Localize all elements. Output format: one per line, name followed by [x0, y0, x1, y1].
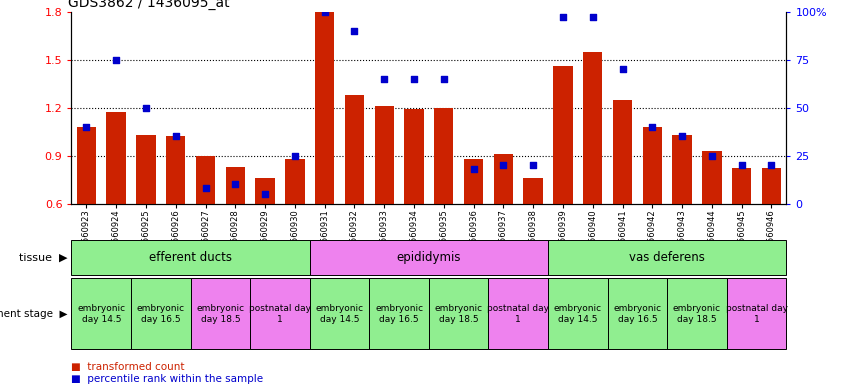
Bar — [673, 135, 692, 204]
Bar — [309, 240, 548, 275]
Bar — [369, 278, 429, 349]
Text: tissue  ▶: tissue ▶ — [19, 252, 67, 262]
Bar — [429, 278, 489, 349]
Point — [735, 162, 748, 168]
Bar — [196, 156, 215, 204]
Bar — [285, 159, 304, 204]
Bar — [667, 278, 727, 349]
Bar — [489, 278, 548, 349]
Point — [169, 133, 182, 139]
Bar — [553, 66, 573, 204]
Point — [109, 56, 123, 63]
Point — [80, 124, 93, 130]
Text: ■  percentile rank within the sample: ■ percentile rank within the sample — [71, 374, 263, 384]
Bar — [191, 278, 251, 349]
Text: postnatal day
1: postnatal day 1 — [487, 304, 549, 324]
Bar — [643, 127, 662, 204]
Point — [497, 162, 510, 168]
Text: development stage  ▶: development stage ▶ — [0, 309, 67, 319]
Bar — [251, 278, 309, 349]
Text: embryonic
day 18.5: embryonic day 18.5 — [435, 304, 483, 324]
Bar — [583, 51, 602, 204]
Text: embryonic
day 14.5: embryonic day 14.5 — [315, 304, 363, 324]
Bar — [77, 127, 96, 204]
Bar — [107, 113, 126, 204]
Bar — [405, 109, 424, 204]
Text: postnatal day
1: postnatal day 1 — [249, 304, 311, 324]
Bar — [71, 240, 309, 275]
Bar — [434, 108, 453, 204]
Text: embryonic
day 16.5: embryonic day 16.5 — [375, 304, 423, 324]
Point — [556, 14, 569, 20]
Bar — [762, 168, 781, 204]
Bar — [256, 178, 275, 204]
Bar — [523, 178, 542, 204]
Point — [764, 162, 778, 168]
Bar — [548, 278, 607, 349]
Point — [407, 76, 420, 82]
Bar — [494, 154, 513, 204]
Point — [140, 104, 153, 111]
Point — [467, 166, 480, 172]
Bar — [464, 159, 484, 204]
Bar — [71, 278, 131, 349]
Text: embryonic
day 16.5: embryonic day 16.5 — [613, 304, 662, 324]
Bar — [732, 168, 751, 204]
Point — [646, 124, 659, 130]
Point — [347, 28, 361, 34]
Point — [229, 181, 242, 187]
Bar — [607, 278, 667, 349]
Bar — [548, 240, 786, 275]
Bar — [166, 136, 185, 204]
Text: epididymis: epididymis — [397, 251, 461, 264]
Point — [586, 14, 600, 20]
Bar — [702, 151, 722, 204]
Text: efferent ducts: efferent ducts — [149, 251, 232, 264]
Bar — [374, 106, 394, 204]
Text: embryonic
day 14.5: embryonic day 14.5 — [77, 304, 125, 324]
Text: GDS3862 / 1436095_at: GDS3862 / 1436095_at — [68, 0, 230, 10]
Bar — [136, 135, 156, 204]
Bar — [315, 12, 335, 204]
Text: embryonic
day 18.5: embryonic day 18.5 — [673, 304, 721, 324]
Point — [526, 162, 540, 168]
Point — [288, 152, 302, 159]
Point — [616, 66, 629, 72]
Point — [258, 191, 272, 197]
Text: postnatal day
1: postnatal day 1 — [726, 304, 787, 324]
Text: embryonic
day 16.5: embryonic day 16.5 — [137, 304, 185, 324]
Point — [318, 8, 331, 15]
Point — [437, 76, 451, 82]
Text: embryonic
day 18.5: embryonic day 18.5 — [196, 304, 245, 324]
Point — [705, 152, 718, 159]
Bar — [727, 278, 786, 349]
Text: embryonic
day 14.5: embryonic day 14.5 — [553, 304, 602, 324]
Bar — [225, 167, 245, 204]
Bar — [345, 95, 364, 204]
Point — [378, 76, 391, 82]
Bar — [613, 99, 632, 204]
Point — [198, 185, 212, 191]
Bar — [131, 278, 191, 349]
Bar — [309, 278, 369, 349]
Text: ■  transformed count: ■ transformed count — [71, 362, 185, 372]
Text: vas deferens: vas deferens — [629, 251, 705, 264]
Point — [675, 133, 689, 139]
